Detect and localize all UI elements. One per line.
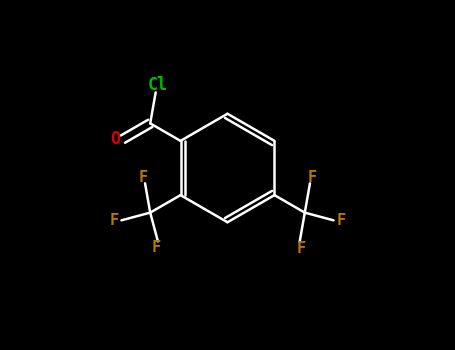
Text: F: F	[297, 241, 306, 256]
Text: Cl: Cl	[147, 76, 167, 94]
Text: F: F	[152, 240, 161, 255]
Text: O: O	[110, 130, 120, 148]
Text: F: F	[109, 213, 118, 228]
Text: F: F	[139, 169, 148, 184]
Text: F: F	[337, 213, 346, 228]
Text: F: F	[307, 169, 316, 184]
